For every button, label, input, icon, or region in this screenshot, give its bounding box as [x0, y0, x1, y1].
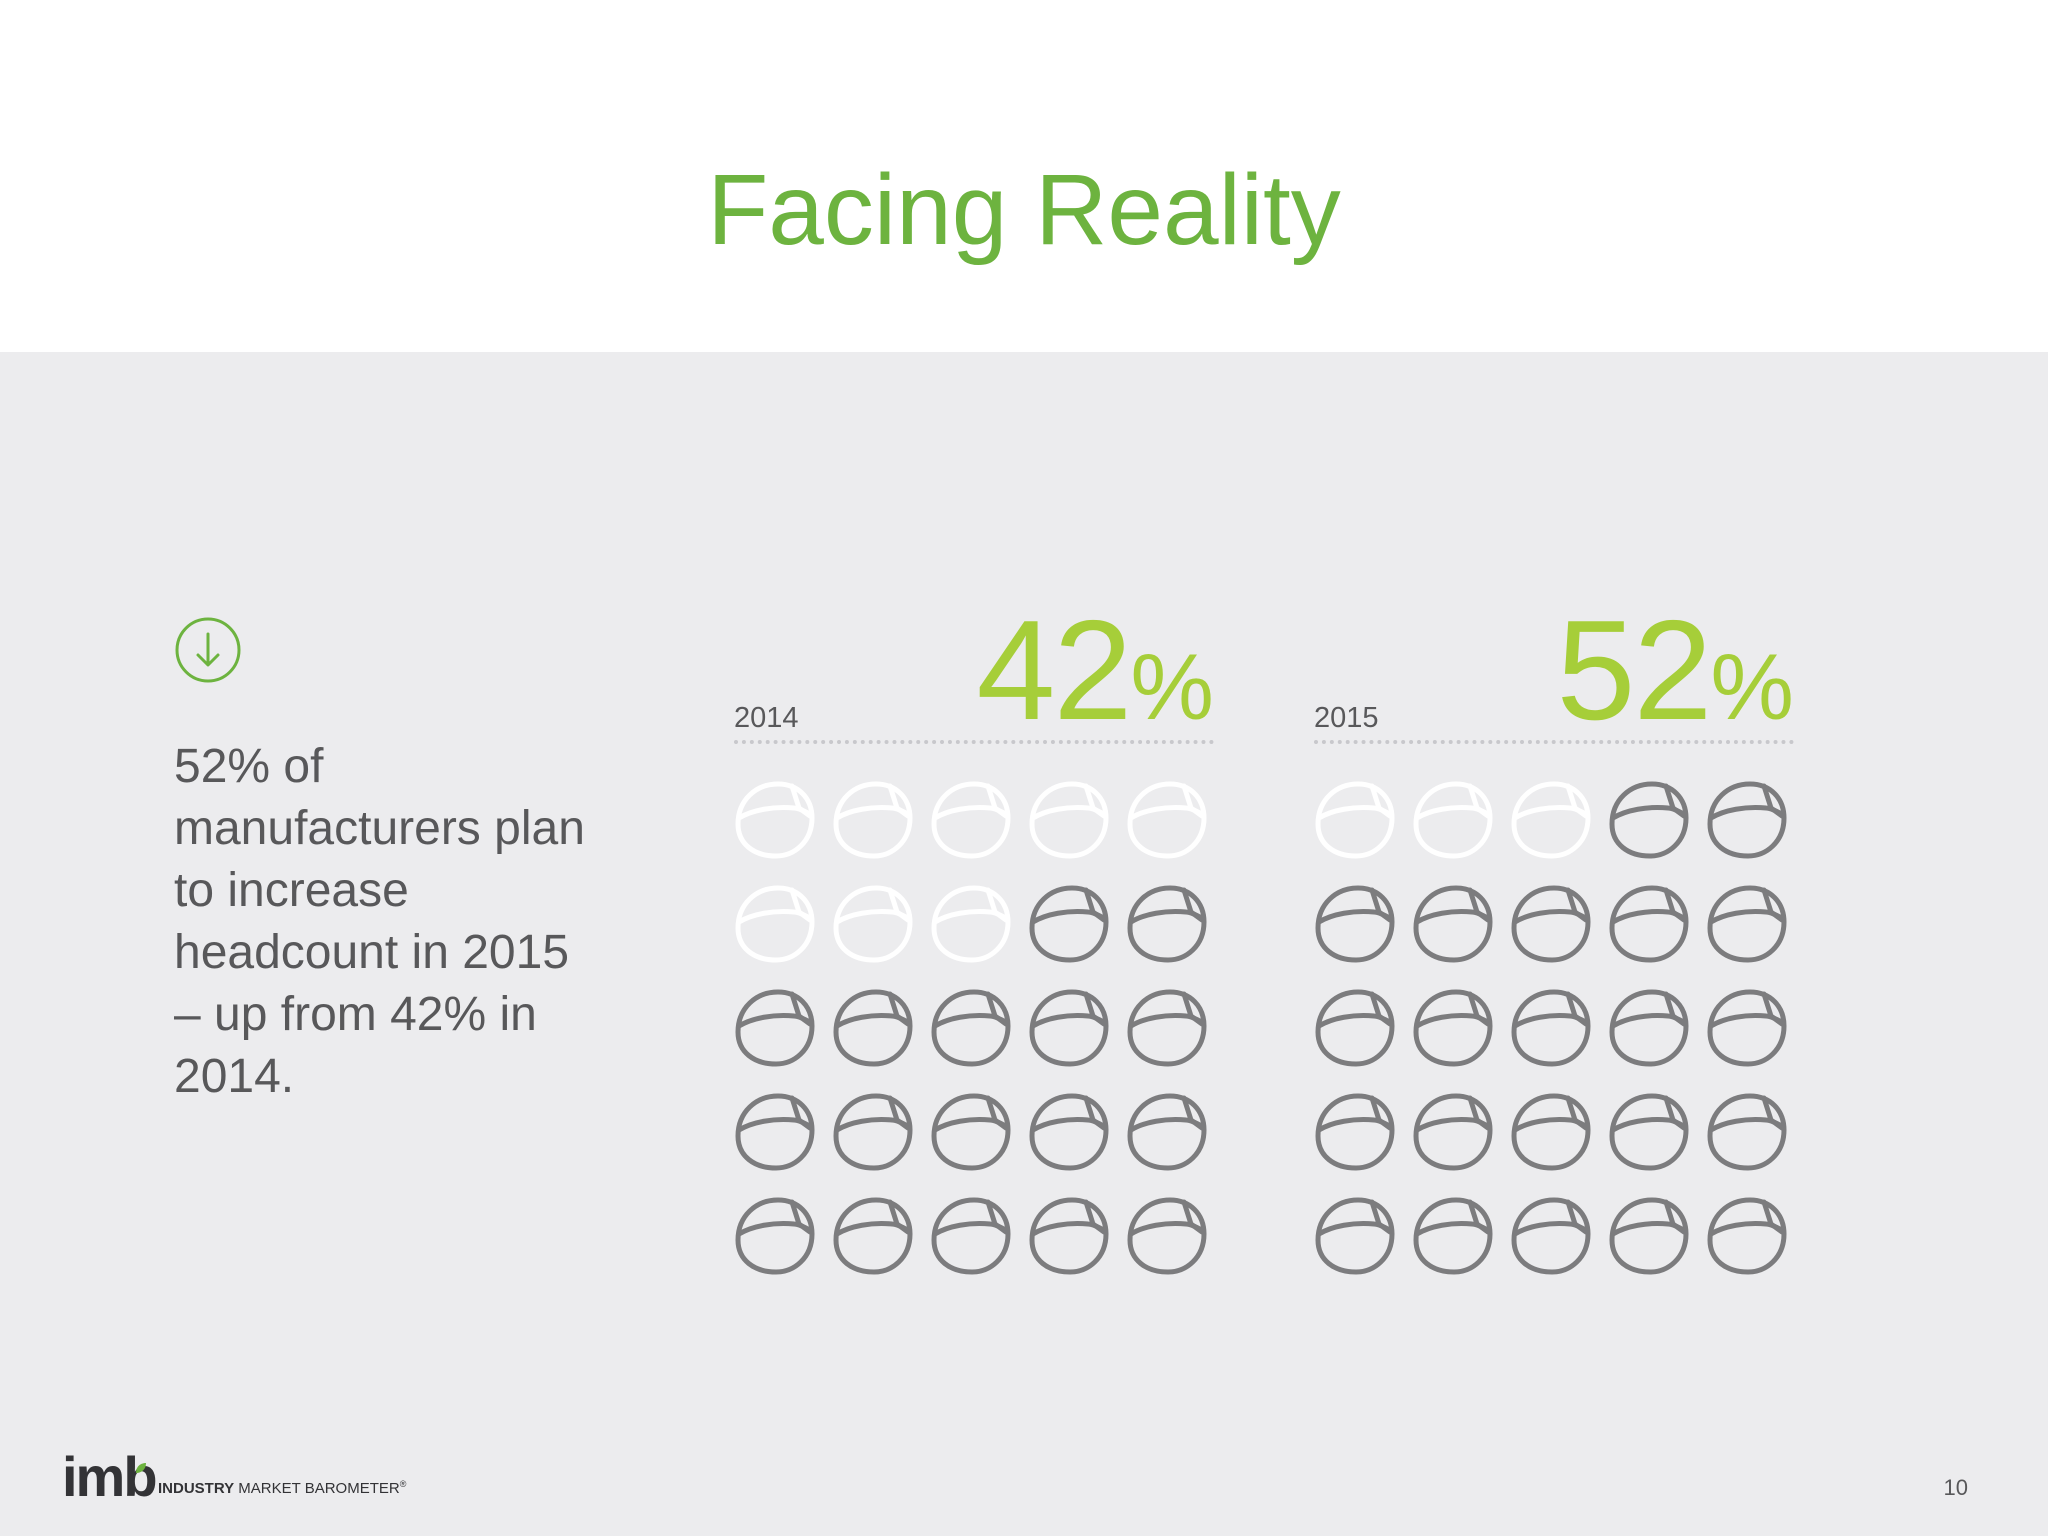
person-head-icon — [833, 1093, 913, 1171]
person-head-icon — [1609, 1197, 1689, 1275]
person-head-icon — [1029, 885, 1109, 963]
person-head-icon — [1029, 1197, 1109, 1275]
person-head-icon — [1413, 1197, 1493, 1275]
person-head-icon — [931, 781, 1011, 859]
year-label: 2014 — [734, 702, 799, 734]
person-head-icon — [1315, 989, 1395, 1067]
percent-number: 52 — [1556, 591, 1712, 750]
person-head-icon — [1707, 1093, 1787, 1171]
logo-tagline: INDUSTRY MARKET BAROMETER® — [158, 1479, 407, 1497]
person-head-icon — [1315, 1093, 1395, 1171]
person-head-icon — [931, 1093, 1011, 1171]
person-head-icon — [1511, 989, 1591, 1067]
person-head-icon — [1029, 1093, 1109, 1171]
percent-value: 52% — [1556, 600, 1794, 742]
person-head-icon — [1609, 989, 1689, 1067]
description-text: 52% of manufacturers plan to increase he… — [174, 740, 585, 1103]
person-head-icon — [1707, 885, 1787, 963]
person-head-icon — [1413, 989, 1493, 1067]
person-head-icon — [1127, 885, 1207, 963]
person-head-icon — [833, 1197, 913, 1275]
person-head-icon — [1609, 885, 1689, 963]
person-head-icon — [833, 885, 913, 963]
dotted-divider — [1314, 740, 1794, 744]
person-head-icon — [735, 989, 815, 1067]
person-head-icon — [1127, 781, 1207, 859]
dotted-divider — [734, 740, 1214, 744]
person-head-icon — [1609, 1093, 1689, 1171]
person-head-icon — [1029, 989, 1109, 1067]
person-head-icon — [1127, 1093, 1207, 1171]
percent-number: 42 — [976, 591, 1132, 750]
person-head-icon — [1609, 781, 1689, 859]
person-head-icon — [833, 781, 913, 859]
person-head-icon — [833, 989, 913, 1067]
person-head-icon — [1511, 1093, 1591, 1171]
icon-grid — [1315, 781, 1787, 1275]
person-head-icon — [1127, 989, 1207, 1067]
chart-2015: 2015 52% — [1314, 600, 1794, 1300]
person-head-icon — [1413, 885, 1493, 963]
person-head-icon — [735, 1093, 815, 1171]
leaf-icon — [136, 1463, 146, 1473]
person-head-icon — [1315, 1197, 1395, 1275]
person-head-icon — [1707, 781, 1787, 859]
person-head-icon — [1315, 781, 1395, 859]
person-head-icon — [1413, 1093, 1493, 1171]
person-head-icon — [1511, 781, 1591, 859]
person-head-icon — [1707, 989, 1787, 1067]
percent-sign: % — [1130, 634, 1214, 739]
percent-value: 42% — [976, 600, 1214, 742]
year-label: 2015 — [1314, 702, 1379, 734]
percent-sign: % — [1710, 634, 1794, 739]
down-arrow-circle-icon — [175, 617, 241, 683]
page-number: 10 — [1943, 1475, 1968, 1500]
person-head-icon — [735, 1197, 815, 1275]
person-head-icon — [735, 781, 815, 859]
slide-title: Facing Reality — [707, 154, 1341, 266]
person-head-icon — [931, 989, 1011, 1067]
imb-logo: imb — [62, 1445, 158, 1508]
chart-2014: 2014 42% — [734, 600, 1214, 1300]
slide-header: Facing Reality — [0, 0, 2048, 352]
icon-grid — [735, 781, 1207, 1275]
person-head-icon — [735, 885, 815, 963]
person-head-icon — [1707, 1197, 1787, 1275]
person-head-icon — [1315, 885, 1395, 963]
person-head-icon — [1511, 885, 1591, 963]
person-head-icon — [1127, 1197, 1207, 1275]
person-head-icon — [1413, 781, 1493, 859]
person-head-icon — [931, 885, 1011, 963]
person-head-icon — [1029, 781, 1109, 859]
person-head-icon — [931, 1197, 1011, 1275]
person-head-icon — [1511, 1197, 1591, 1275]
